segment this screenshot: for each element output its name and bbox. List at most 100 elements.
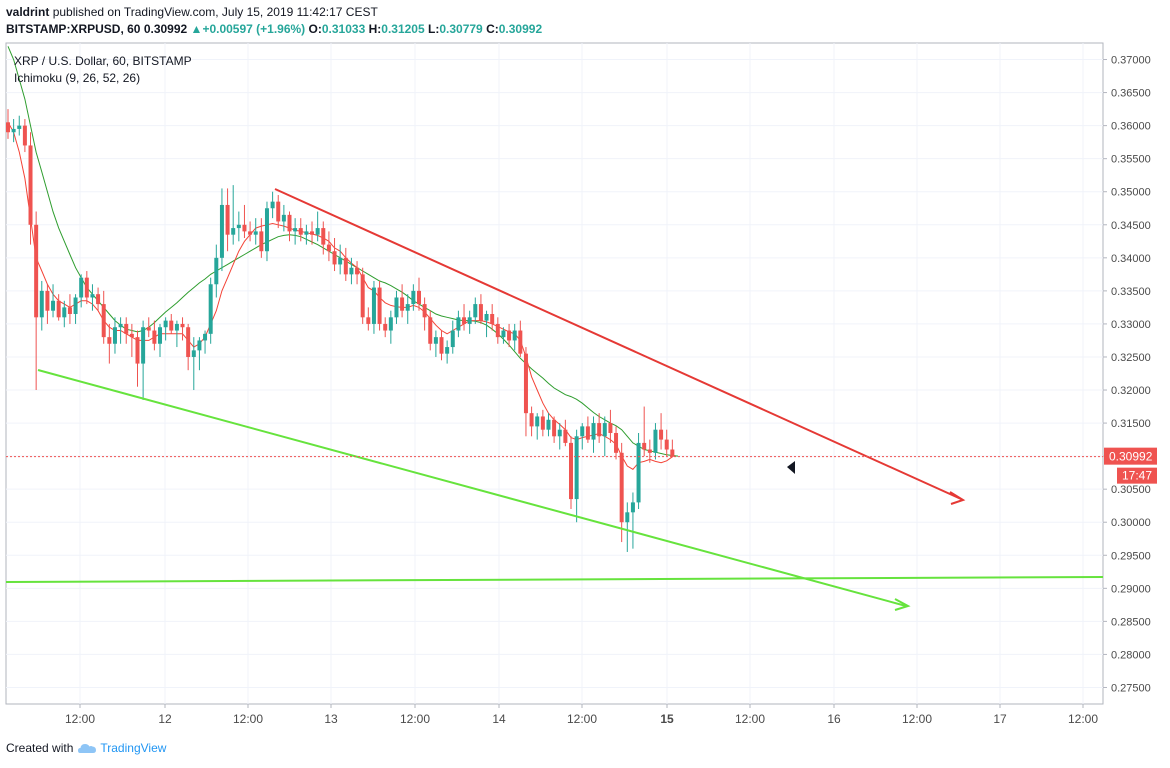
x-tick-label: 12:00 <box>233 712 263 726</box>
countdown-value: 17:47 <box>1122 469 1152 483</box>
candle-body <box>518 330 523 354</box>
candle-body <box>203 333 208 341</box>
candle-body <box>563 429 568 443</box>
candle-body <box>236 224 241 229</box>
candle <box>208 277 213 344</box>
candle-body <box>467 317 472 324</box>
candle-body <box>349 267 354 275</box>
candle-body <box>523 353 528 414</box>
candle <box>636 432 641 510</box>
candle-body <box>591 423 596 440</box>
candle-body <box>552 419 557 437</box>
candle <box>28 132 33 245</box>
candle <box>405 294 410 324</box>
candle <box>315 211 320 242</box>
support-trendline[interactable] <box>37 369 907 607</box>
candle <box>135 330 140 387</box>
tradingview-cloud-icon <box>78 744 97 753</box>
trend-drawings <box>5 188 1104 611</box>
candle <box>507 323 512 348</box>
price-change: +0.00597 (+1.96%) <box>202 22 306 36</box>
y-tick-label: 0.30500 <box>1111 484 1151 496</box>
candle <box>349 257 354 285</box>
candle-body <box>141 327 146 364</box>
candle <box>197 337 202 371</box>
candle <box>231 185 236 245</box>
y-tick-label: 0.33000 <box>1111 319 1151 331</box>
candle-body <box>439 337 444 354</box>
candle <box>495 317 500 344</box>
up-arrow-icon: ▲ <box>190 22 203 36</box>
candle-body <box>293 228 298 232</box>
candle-body <box>546 419 551 430</box>
candle-body <box>135 337 140 364</box>
cursor-icon <box>787 461 795 474</box>
low-label: L: <box>428 22 440 36</box>
footer: Created with TradingView <box>6 741 166 755</box>
candle <box>141 320 146 400</box>
resistance-trendline[interactable] <box>274 188 962 500</box>
close-value: 0.30992 <box>498 22 543 36</box>
candle-body <box>495 323 500 338</box>
price-axis[interactable]: 0.27500 0.28000 0.28500 0.29000 0.29500 0.300… <box>1103 55 1151 695</box>
candle <box>377 280 382 331</box>
grid <box>6 43 1103 704</box>
candle-body <box>366 317 371 324</box>
candle-body <box>456 317 461 331</box>
candle <box>383 317 388 338</box>
y-tick-label: 0.34000 <box>1111 253 1151 265</box>
candle <box>473 297 478 324</box>
candle-body <box>630 502 635 513</box>
candle <box>225 188 230 252</box>
candle <box>242 204 247 238</box>
candle <box>647 439 652 463</box>
candle-body <box>124 323 129 334</box>
ohlc-line: BITSTAMP:XRPUSD, 60 0.30992 ▲+0.00597 (+… <box>6 21 542 38</box>
candle <box>343 247 348 281</box>
candle <box>630 492 635 549</box>
candle-body <box>191 350 196 357</box>
candle <box>619 442 624 543</box>
candle-body <box>169 320 174 331</box>
y-tick-label: 0.35500 <box>1111 154 1151 166</box>
plot-area[interactable] <box>5 42 1104 705</box>
candle <box>11 119 16 143</box>
y-tick-label: 0.29500 <box>1111 550 1151 562</box>
y-tick-label: 0.32500 <box>1111 352 1151 364</box>
candle <box>484 310 489 338</box>
candle <box>304 224 309 245</box>
time-axis[interactable]: 12:00 12 12:00 13 12:00 14 12:00 15 12:00 16 12:00… <box>65 704 1098 726</box>
candle-body <box>445 347 450 354</box>
x-tick-label: 16 <box>827 712 841 726</box>
candle <box>360 267 365 324</box>
candle <box>298 218 303 242</box>
candle <box>51 284 56 318</box>
y-tick-label: 0.28500 <box>1111 616 1151 628</box>
horizontal-support-line[interactable] <box>5 576 1104 583</box>
candle <box>490 304 495 331</box>
candle-body <box>6 122 10 133</box>
candle-body <box>602 423 607 437</box>
candle <box>580 423 585 450</box>
x-tick-label: 17 <box>993 712 1007 726</box>
publish-line: valdrint published on TradingView.com, J… <box>6 4 542 21</box>
x-tick-label: 13 <box>324 712 338 726</box>
author-name[interactable]: valdrint <box>6 5 50 19</box>
brand-link[interactable]: TradingView <box>100 741 167 755</box>
candle <box>642 406 647 457</box>
candle <box>253 218 258 245</box>
x-tick-label: 15 <box>660 712 674 726</box>
candle-body <box>574 436 579 500</box>
candle <box>433 330 438 357</box>
candle <box>129 323 134 357</box>
candle <box>445 340 450 364</box>
candle-body <box>557 429 562 437</box>
candle <box>310 221 315 245</box>
candle-body <box>17 125 22 129</box>
candle-body <box>585 426 590 440</box>
candle <box>118 317 123 344</box>
x-tick-label: 12:00 <box>567 712 597 726</box>
candle-body <box>281 214 286 222</box>
y-tick-label: 0.36500 <box>1111 88 1151 100</box>
